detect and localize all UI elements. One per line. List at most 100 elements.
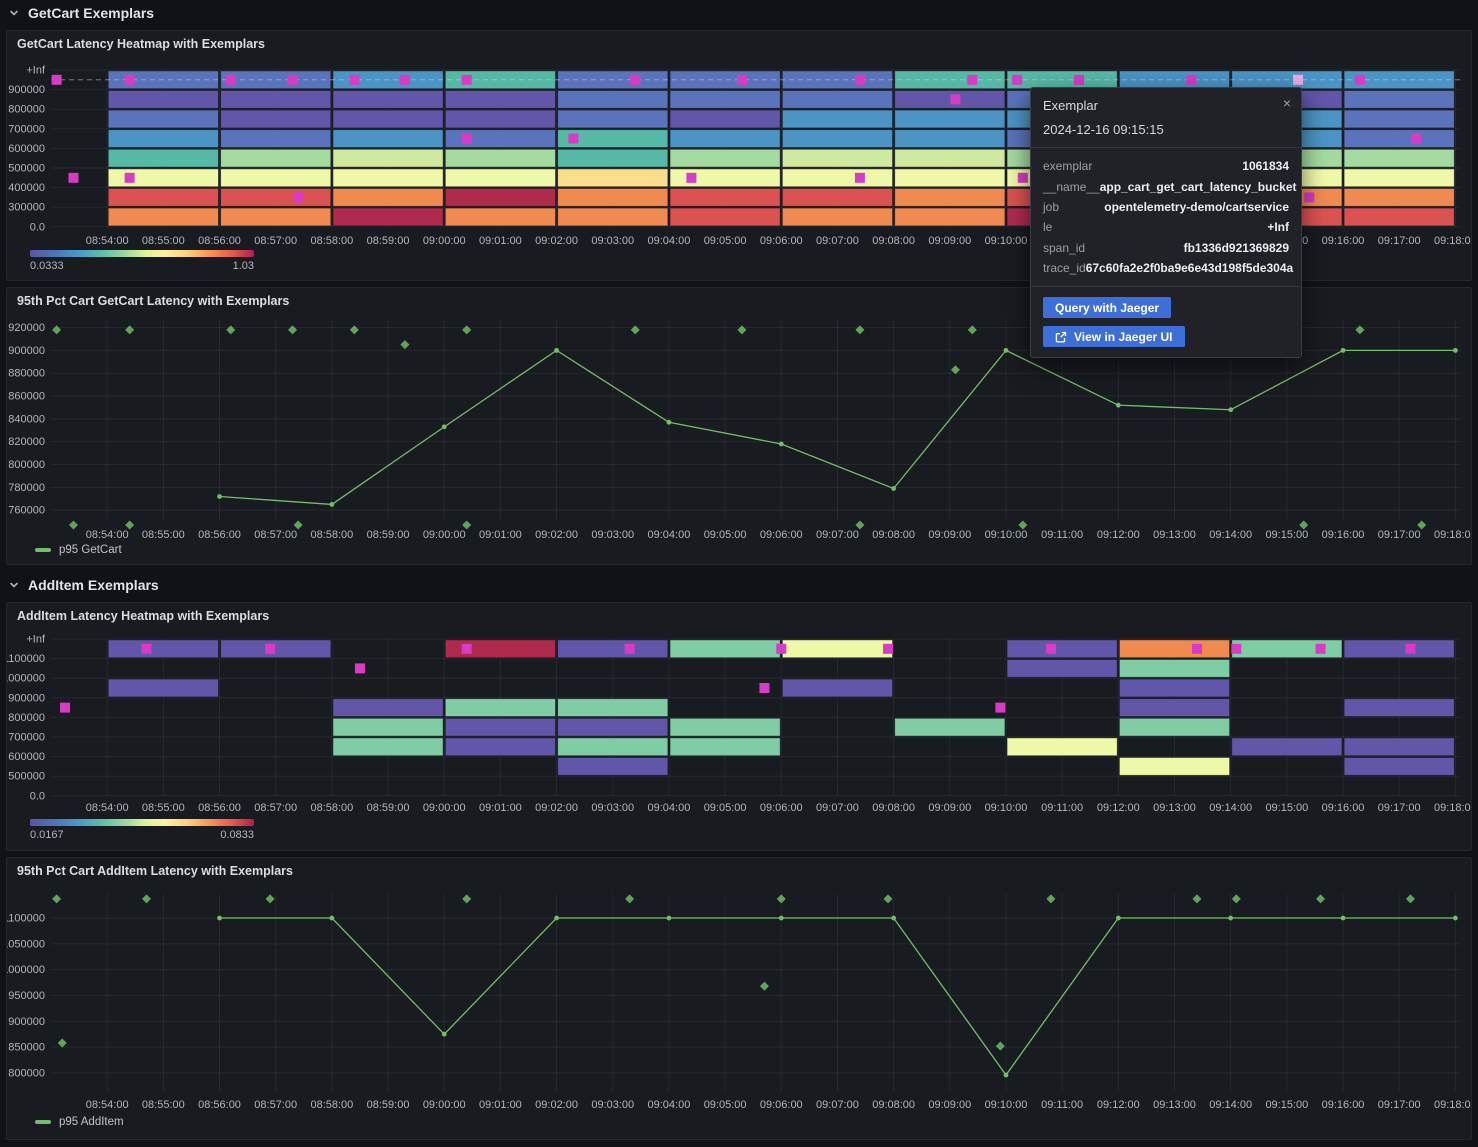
series-legend-label[interactable]: p95 GetCart xyxy=(59,544,122,556)
view-in-jaeger-button[interactable]: View in Jaeger UI xyxy=(1043,326,1185,348)
exemplar-point[interactable] xyxy=(1045,643,1056,654)
exemplar-point[interactable] xyxy=(1304,192,1315,203)
exemplar-point[interactable] xyxy=(225,74,236,85)
exemplar-diamond[interactable] xyxy=(68,520,78,530)
exemplar-diamond[interactable] xyxy=(1316,894,1326,904)
exemplar-diamond[interactable] xyxy=(226,325,236,335)
data-point[interactable] xyxy=(329,502,335,507)
exemplar-diamond[interactable] xyxy=(125,325,135,335)
exemplar-point[interactable] xyxy=(686,172,697,183)
data-point[interactable] xyxy=(1115,402,1121,408)
section-header-additem[interactable]: AddItem Exemplars xyxy=(8,574,159,596)
data-point[interactable] xyxy=(778,915,784,921)
exemplar-diamond[interactable] xyxy=(400,340,410,350)
series-legend[interactable]: p95 GetCart xyxy=(35,544,122,556)
series-legend-label[interactable]: p95 AddItem xyxy=(59,1116,124,1128)
exemplar-point[interactable] xyxy=(1017,172,1028,183)
exemplar-diamond[interactable] xyxy=(265,894,275,904)
exemplar-diamond[interactable] xyxy=(52,325,62,335)
exemplar-point[interactable] xyxy=(265,643,276,654)
exemplar-diamond[interactable] xyxy=(57,1038,67,1048)
panel-title[interactable]: GetCart Latency Heatmap with Exemplars xyxy=(17,37,265,51)
data-point[interactable] xyxy=(1228,915,1234,921)
exemplar-diamond[interactable] xyxy=(293,520,303,530)
exemplar-diamond[interactable] xyxy=(967,325,977,335)
data-point[interactable] xyxy=(217,494,222,499)
exemplar-point[interactable] xyxy=(1231,643,1242,654)
data-point[interactable] xyxy=(1003,347,1009,353)
exemplar-point[interactable] xyxy=(68,172,79,183)
exemplar-point[interactable] xyxy=(995,702,1006,713)
data-point[interactable] xyxy=(666,915,672,921)
query-with-jaeger-button[interactable]: Query with Jaeger xyxy=(1043,297,1172,319)
exemplar-point[interactable] xyxy=(399,74,410,85)
exemplar-point-hovered[interactable] xyxy=(1293,74,1304,85)
exemplar-diamond[interactable] xyxy=(1231,894,1241,904)
exemplar-diamond[interactable] xyxy=(462,520,472,530)
exemplar-point[interactable] xyxy=(1191,643,1202,654)
data-point[interactable] xyxy=(666,419,672,425)
exemplar-diamond[interactable] xyxy=(855,325,865,335)
p95-line-series[interactable] xyxy=(219,349,1456,506)
exemplar-diamond[interactable] xyxy=(1417,520,1427,530)
exemplar-diamond[interactable] xyxy=(737,325,747,335)
exemplar-point[interactable] xyxy=(60,702,71,713)
exemplar-point[interactable] xyxy=(854,74,865,85)
data-point[interactable] xyxy=(1228,407,1234,413)
exemplar-point[interactable] xyxy=(461,643,472,654)
exemplar-point[interactable] xyxy=(776,643,787,654)
exemplar-diamond[interactable] xyxy=(1018,520,1028,530)
exemplar-point[interactable] xyxy=(1315,643,1326,654)
data-point[interactable] xyxy=(1115,915,1121,921)
exemplar-diamond[interactable] xyxy=(1299,520,1309,530)
exemplar-point[interactable] xyxy=(1405,643,1416,654)
exemplar-diamond[interactable] xyxy=(349,325,359,335)
exemplar-diamond[interactable] xyxy=(776,894,786,904)
exemplar-point[interactable] xyxy=(950,94,961,105)
exemplar-point[interactable] xyxy=(630,74,641,85)
series-legend[interactable]: p95 AddItem xyxy=(35,1116,124,1128)
data-point[interactable] xyxy=(1452,915,1458,921)
exemplar-point[interactable] xyxy=(287,74,298,85)
panel-title[interactable]: AddItem Latency Heatmap with Exemplars xyxy=(17,609,270,623)
data-point[interactable] xyxy=(891,486,897,491)
exemplar-point[interactable] xyxy=(51,74,62,85)
exemplar-point[interactable] xyxy=(736,74,747,85)
exemplar-point[interactable] xyxy=(1354,74,1365,85)
exemplar-diamond[interactable] xyxy=(759,981,769,991)
exemplar-diamond[interactable] xyxy=(288,325,298,335)
data-point[interactable] xyxy=(1340,347,1346,353)
exemplar-point[interactable] xyxy=(354,663,365,674)
exemplar-point[interactable] xyxy=(624,643,635,654)
exemplar-diamond[interactable] xyxy=(995,1041,1005,1051)
exemplar-point[interactable] xyxy=(124,74,135,85)
exemplar-point[interactable] xyxy=(1411,133,1422,144)
exemplar-point[interactable] xyxy=(293,192,304,203)
data-point[interactable] xyxy=(1003,1072,1009,1078)
exemplar-point[interactable] xyxy=(1012,74,1023,85)
p95-line-series[interactable] xyxy=(219,917,1456,1077)
exemplar-diamond[interactable] xyxy=(883,894,893,904)
exemplar-diamond[interactable] xyxy=(1192,894,1202,904)
exemplar-diamond[interactable] xyxy=(630,325,640,335)
data-point[interactable] xyxy=(778,441,784,447)
exemplar-point[interactable] xyxy=(461,133,472,144)
data-point[interactable] xyxy=(441,1031,447,1037)
exemplar-diamond[interactable] xyxy=(52,894,62,904)
exemplar-diamond[interactable] xyxy=(141,894,152,904)
panel-title[interactable]: 95th Pct Cart AddItem Latency with Exemp… xyxy=(17,864,294,878)
exemplar-point[interactable] xyxy=(349,74,360,85)
data-point[interactable] xyxy=(891,915,897,921)
exemplar-diamond[interactable] xyxy=(855,520,865,530)
exemplar-point[interactable] xyxy=(124,172,135,183)
exemplar-diamond[interactable] xyxy=(1355,325,1365,335)
data-point[interactable] xyxy=(329,915,335,921)
exemplar-point[interactable] xyxy=(568,133,579,144)
close-icon[interactable]: × xyxy=(1282,95,1291,111)
exemplar-point[interactable] xyxy=(1186,74,1197,85)
exemplar-diamond[interactable] xyxy=(1046,894,1056,904)
exemplar-point[interactable] xyxy=(759,683,770,693)
exemplar-point[interactable] xyxy=(883,643,894,654)
data-point[interactable] xyxy=(1340,915,1346,921)
data-point[interactable] xyxy=(1452,347,1458,353)
